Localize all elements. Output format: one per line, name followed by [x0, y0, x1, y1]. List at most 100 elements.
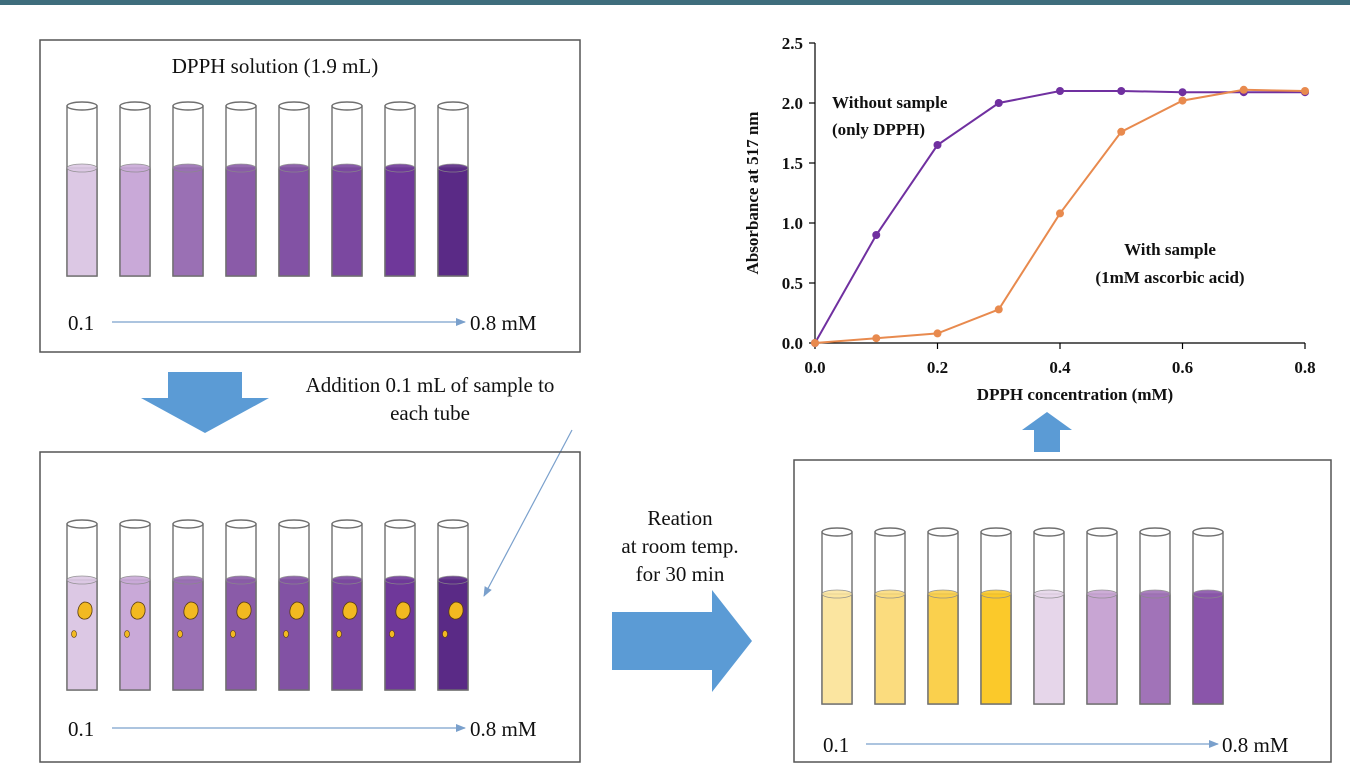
- test-tube: [437, 519, 469, 691]
- tube-liquid: [66, 167, 98, 277]
- test-tube: [980, 527, 1012, 705]
- test-tube: [1192, 527, 1224, 705]
- reaction-note-line2: at room temp.: [621, 534, 738, 558]
- test-tube: [874, 527, 906, 705]
- test-tube: [384, 519, 416, 691]
- reaction-note-line1: Reation: [647, 506, 713, 530]
- panel-title: DPPH solution (1.9 mL): [172, 54, 379, 78]
- test-tube: [119, 519, 151, 691]
- sample-drop-icon: [130, 601, 146, 620]
- tube-liquid: [927, 593, 959, 705]
- annotation-without-sample-line1: Without sample: [832, 93, 948, 112]
- tube-liquid: [980, 593, 1012, 705]
- annotation-without-sample-line2: (only DPPH): [832, 120, 925, 139]
- test-tube: [278, 519, 310, 691]
- series-with-sample-point: [872, 334, 881, 343]
- test-tube: [1139, 527, 1171, 705]
- tube-liquid: [1033, 593, 1065, 705]
- x-tick-label: 0.6: [1172, 358, 1193, 377]
- sample-drop-icon: [448, 601, 464, 620]
- tube-liquid: [1086, 593, 1118, 705]
- y-tick-label: 1.5: [782, 154, 803, 173]
- reaction-note-line3: for 30 min: [636, 562, 725, 586]
- series-with-sample-point: [1056, 209, 1064, 218]
- sample-droplet-icon: [389, 630, 395, 638]
- tube-liquid: [172, 167, 204, 277]
- y-ticks: 0.0 0.5 1.0 1.5 2.0 2.5: [782, 34, 815, 353]
- test-tube: [225, 519, 257, 691]
- tube-row-with-sample: [66, 519, 469, 691]
- y-tick-label: 2.0: [782, 94, 803, 113]
- sample-drop-icon: [342, 601, 358, 620]
- y-tick-label: 1.0: [782, 214, 803, 233]
- series-with-sample-point: [933, 329, 942, 338]
- tube-liquid: [278, 167, 310, 277]
- sample-droplet-icon: [283, 630, 289, 638]
- test-tube: [66, 101, 98, 277]
- y-tick-label: 2.5: [782, 34, 803, 53]
- sample-drop-icon: [77, 601, 93, 620]
- test-tube: [331, 101, 363, 277]
- sample-droplet-icon: [230, 630, 236, 638]
- tube-row-after-reaction: [821, 527, 1224, 705]
- tube-liquid: [437, 167, 469, 277]
- test-tube: [1033, 527, 1065, 705]
- sample-drop-icon: [289, 601, 305, 620]
- sample-drop-icon: [183, 601, 199, 620]
- series-group: [811, 85, 1309, 347]
- scale-start-label: 0.1: [823, 733, 849, 757]
- y-axis-label: Absorbance at 517 nm: [743, 112, 762, 275]
- test-tube: [927, 527, 959, 705]
- right-arrow-icon: [612, 590, 752, 692]
- series-with-sample-point: [1117, 127, 1126, 136]
- tube-liquid: [331, 167, 363, 277]
- sample-droplet-icon: [71, 630, 77, 638]
- down-arrow-icon: [141, 372, 269, 433]
- series-without-sample-point: [1056, 87, 1064, 95]
- tube-liquid: [225, 167, 257, 277]
- x-axis-label: DPPH concentration (mM): [977, 385, 1173, 404]
- test-tube: [172, 519, 204, 691]
- test-tube: [119, 101, 151, 277]
- tube-liquid: [384, 167, 416, 277]
- series-without-sample-point: [872, 231, 881, 239]
- scale-end-label: 0.8 mM: [1222, 733, 1289, 757]
- panel-dpph-solution: [39, 39, 581, 353]
- sample-droplet-icon: [124, 630, 130, 638]
- addition-note-line2: each tube: [390, 401, 470, 425]
- x-tick-label: 0.0: [804, 358, 825, 377]
- x-ticks: 0.0 0.2 0.4 0.6 0.8: [804, 343, 1316, 377]
- sample-droplet-icon: [177, 630, 183, 638]
- series-without-sample-point: [1178, 88, 1187, 97]
- absorbance-chart: 0.0 0.5 1.0 1.5 2.0 2.5 0.0 0.2 0.4 0.6 0.8 DPPH …: [743, 34, 1316, 404]
- test-tube: [225, 101, 257, 277]
- series-without-sample-point: [994, 99, 1003, 107]
- top-accent-bar: [0, 0, 1350, 5]
- test-tube: [821, 527, 853, 705]
- y-tick-label: 0.0: [782, 334, 803, 353]
- up-arrow-icon: [1022, 412, 1072, 452]
- annotation-with-sample-line1: With sample: [1124, 240, 1216, 259]
- pointer-arrow: [483, 429, 573, 597]
- x-tick-label: 0.2: [927, 358, 948, 377]
- panel-sample-added: [39, 451, 581, 763]
- scale-end-label: 0.8 mM: [470, 717, 537, 741]
- series-with-sample-point: [1178, 96, 1187, 105]
- sample-drop-icon: [395, 601, 411, 620]
- test-tube: [384, 101, 416, 277]
- panel-after-reaction: [793, 459, 1332, 763]
- test-tube: [437, 101, 469, 277]
- tube-liquid: [874, 593, 906, 705]
- y-tick-label: 0.5: [782, 274, 803, 293]
- test-tube: [278, 101, 310, 277]
- sample-droplet-icon: [336, 630, 342, 638]
- annotation-with-sample-line2: (1mM ascorbic acid): [1095, 268, 1244, 287]
- series-with-sample-point: [811, 339, 819, 347]
- tube-row-initial: [66, 101, 469, 277]
- tube-liquid: [119, 167, 151, 277]
- tube-liquid: [1139, 593, 1171, 705]
- sample-drop-icon: [236, 601, 252, 620]
- test-tube: [1086, 527, 1118, 705]
- series-with-sample-point: [1301, 87, 1309, 95]
